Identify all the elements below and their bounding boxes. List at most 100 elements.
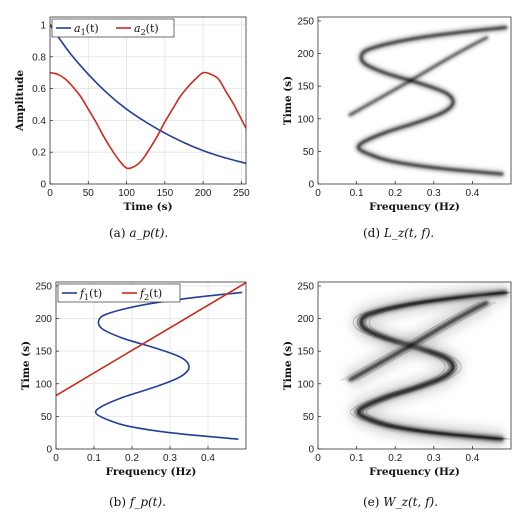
y-axis-label: Amplitude	[14, 70, 26, 132]
x-tick-label: 0.1	[350, 453, 364, 464]
caption-b-math: f_p(t).	[129, 495, 166, 509]
legend-entry-base: a	[134, 22, 141, 35]
y-tick-label: 0	[308, 180, 314, 191]
x-axis-label: Time (s)	[123, 201, 172, 213]
ridge-core-2	[348, 36, 489, 117]
y-tick-label: 250	[297, 16, 314, 27]
y-tick-label: 150	[297, 82, 314, 93]
caption-e: (e) W_z(t, f).	[363, 495, 438, 509]
caption-e-math: W_z(t, f).	[383, 495, 439, 509]
y-axis-label: Time (s)	[282, 76, 294, 125]
caption-a: (a) a_p(t).	[109, 226, 168, 240]
x-tick-label: 50	[83, 188, 95, 199]
y-tick-label: 150	[297, 347, 314, 358]
y-tick-label: 200	[297, 49, 314, 60]
x-tick-label: 0.1	[350, 188, 364, 199]
legend-entry-sub: 1	[81, 28, 86, 37]
heatmap-group	[340, 282, 511, 449]
x-tick-label: 0.3	[427, 188, 441, 199]
legend-entry-tail: (t)	[86, 22, 99, 35]
panel-a: 0 50 100 150 200 250 0 0.2 0.4 0.6 0.8 1 Time (s) Amp…	[14, 16, 250, 213]
panel-e: 0 0.1 0.2 0.3 0.4 0 50 100 150 200 250 Frequency (H…	[282, 281, 512, 478]
x-tick-label: 0.1	[87, 453, 101, 464]
x-tick-label: 200	[195, 188, 212, 199]
legend-entry-sub: 2	[141, 28, 146, 37]
x-tick-label: 250	[233, 188, 250, 199]
legend-box	[51, 18, 175, 38]
ridge-core-1	[357, 291, 508, 441]
axes-frame	[317, 281, 512, 450]
x-tick-label: 0.2	[388, 453, 402, 464]
caption-b-label: (b)	[109, 495, 127, 509]
x-tick-label: 150	[157, 188, 174, 199]
legend-entry-2: a2(t)	[134, 22, 159, 37]
caption-d: (d) L_z(t, f).	[363, 226, 434, 240]
heatmap-group	[347, 24, 508, 178]
x-tick-label: 0.4	[201, 453, 215, 464]
x-tick-label: 0.2	[388, 188, 402, 199]
y-tick-label: 100	[35, 379, 52, 390]
x-tick-label: 0	[315, 188, 321, 199]
ridge-core-2	[348, 301, 489, 382]
series-line-1	[50, 24, 246, 165]
x-tick-label: 0	[315, 453, 321, 464]
y-tick-label: 0	[40, 180, 46, 191]
caption-a-label: (a)	[109, 226, 126, 240]
y-tick-label: 50	[41, 412, 53, 423]
y-tick-label: 0.2	[32, 148, 46, 159]
ridge-core-1	[357, 26, 508, 176]
panel-d: 0 0.1 0.2 0.3 0.4 0 50 100 150 200 250 Frequency (H…	[282, 16, 512, 213]
y-tick-label: 50	[303, 412, 315, 423]
x-tick-label: 0	[53, 453, 59, 464]
series-group	[50, 24, 246, 170]
y-tick-label: 0.6	[32, 84, 46, 95]
y-tick-label: 100	[297, 114, 314, 125]
legend-entry-2: f2(t)	[139, 287, 162, 302]
y-axis-label: Time (s)	[282, 341, 294, 390]
legend-entry-1: a1(t)	[74, 22, 99, 37]
x-tick-label: 100	[118, 188, 135, 199]
caption-b: (b) f_p(t).	[109, 495, 166, 509]
legend-entry-tail: (t)	[149, 287, 162, 300]
y-tick-label: 150	[35, 347, 52, 358]
plot-area	[50, 17, 246, 184]
series-line-2	[56, 282, 246, 397]
y-tick-label: 0.4	[32, 116, 46, 127]
series-line-2	[50, 71, 246, 170]
x-tick-label: 0.2	[125, 453, 139, 464]
legend-box	[57, 283, 181, 303]
y-tick-label: 250	[297, 281, 314, 292]
legend-entry-sub: 2	[144, 293, 149, 302]
plot-area	[56, 282, 246, 449]
y-axis-label: Time (s)	[20, 341, 32, 390]
x-tick-label: 0.4	[465, 453, 479, 464]
interference-fringe-2-4	[356, 301, 496, 381]
legend-entry-base: a	[74, 22, 81, 35]
legend-entry-tail: (t)	[89, 287, 102, 300]
interference-fringe-2-0	[340, 301, 480, 381]
caption-a-math: a_p(t).	[129, 226, 169, 240]
legend-entry-sub: 1	[84, 293, 89, 302]
axes-frame	[49, 16, 247, 185]
y-tick-label: 0	[46, 445, 52, 456]
x-tick-label: 0.3	[163, 453, 177, 464]
y-tick-label: 200	[35, 314, 52, 325]
legend-entry-1: f1(t)	[79, 287, 102, 302]
caption-e-label: (e)	[363, 495, 380, 509]
panel-b: 0 0.1 0.2 0.3 0.4 0 50 100 150 200 250 Frequency (H…	[20, 281, 247, 478]
y-tick-label: 0	[308, 445, 314, 456]
y-tick-label: 0.8	[32, 52, 46, 63]
plot-area	[318, 17, 511, 184]
legend-entry-base: f	[139, 287, 146, 300]
y-tick-label: 250	[35, 281, 52, 292]
caption-d-label: (d)	[363, 226, 381, 240]
x-axis-label: Frequency (Hz)	[369, 201, 460, 213]
legend-entry-tail: (t)	[146, 22, 159, 35]
legend-entry-base: f	[79, 287, 86, 300]
y-tick-label: 1	[40, 20, 46, 31]
x-axis-label: Frequency (Hz)	[106, 466, 197, 478]
x-tick-label: 0	[47, 188, 53, 199]
y-tick-label: 50	[303, 147, 315, 158]
caption-d-math: L_z(t, f).	[383, 226, 435, 240]
